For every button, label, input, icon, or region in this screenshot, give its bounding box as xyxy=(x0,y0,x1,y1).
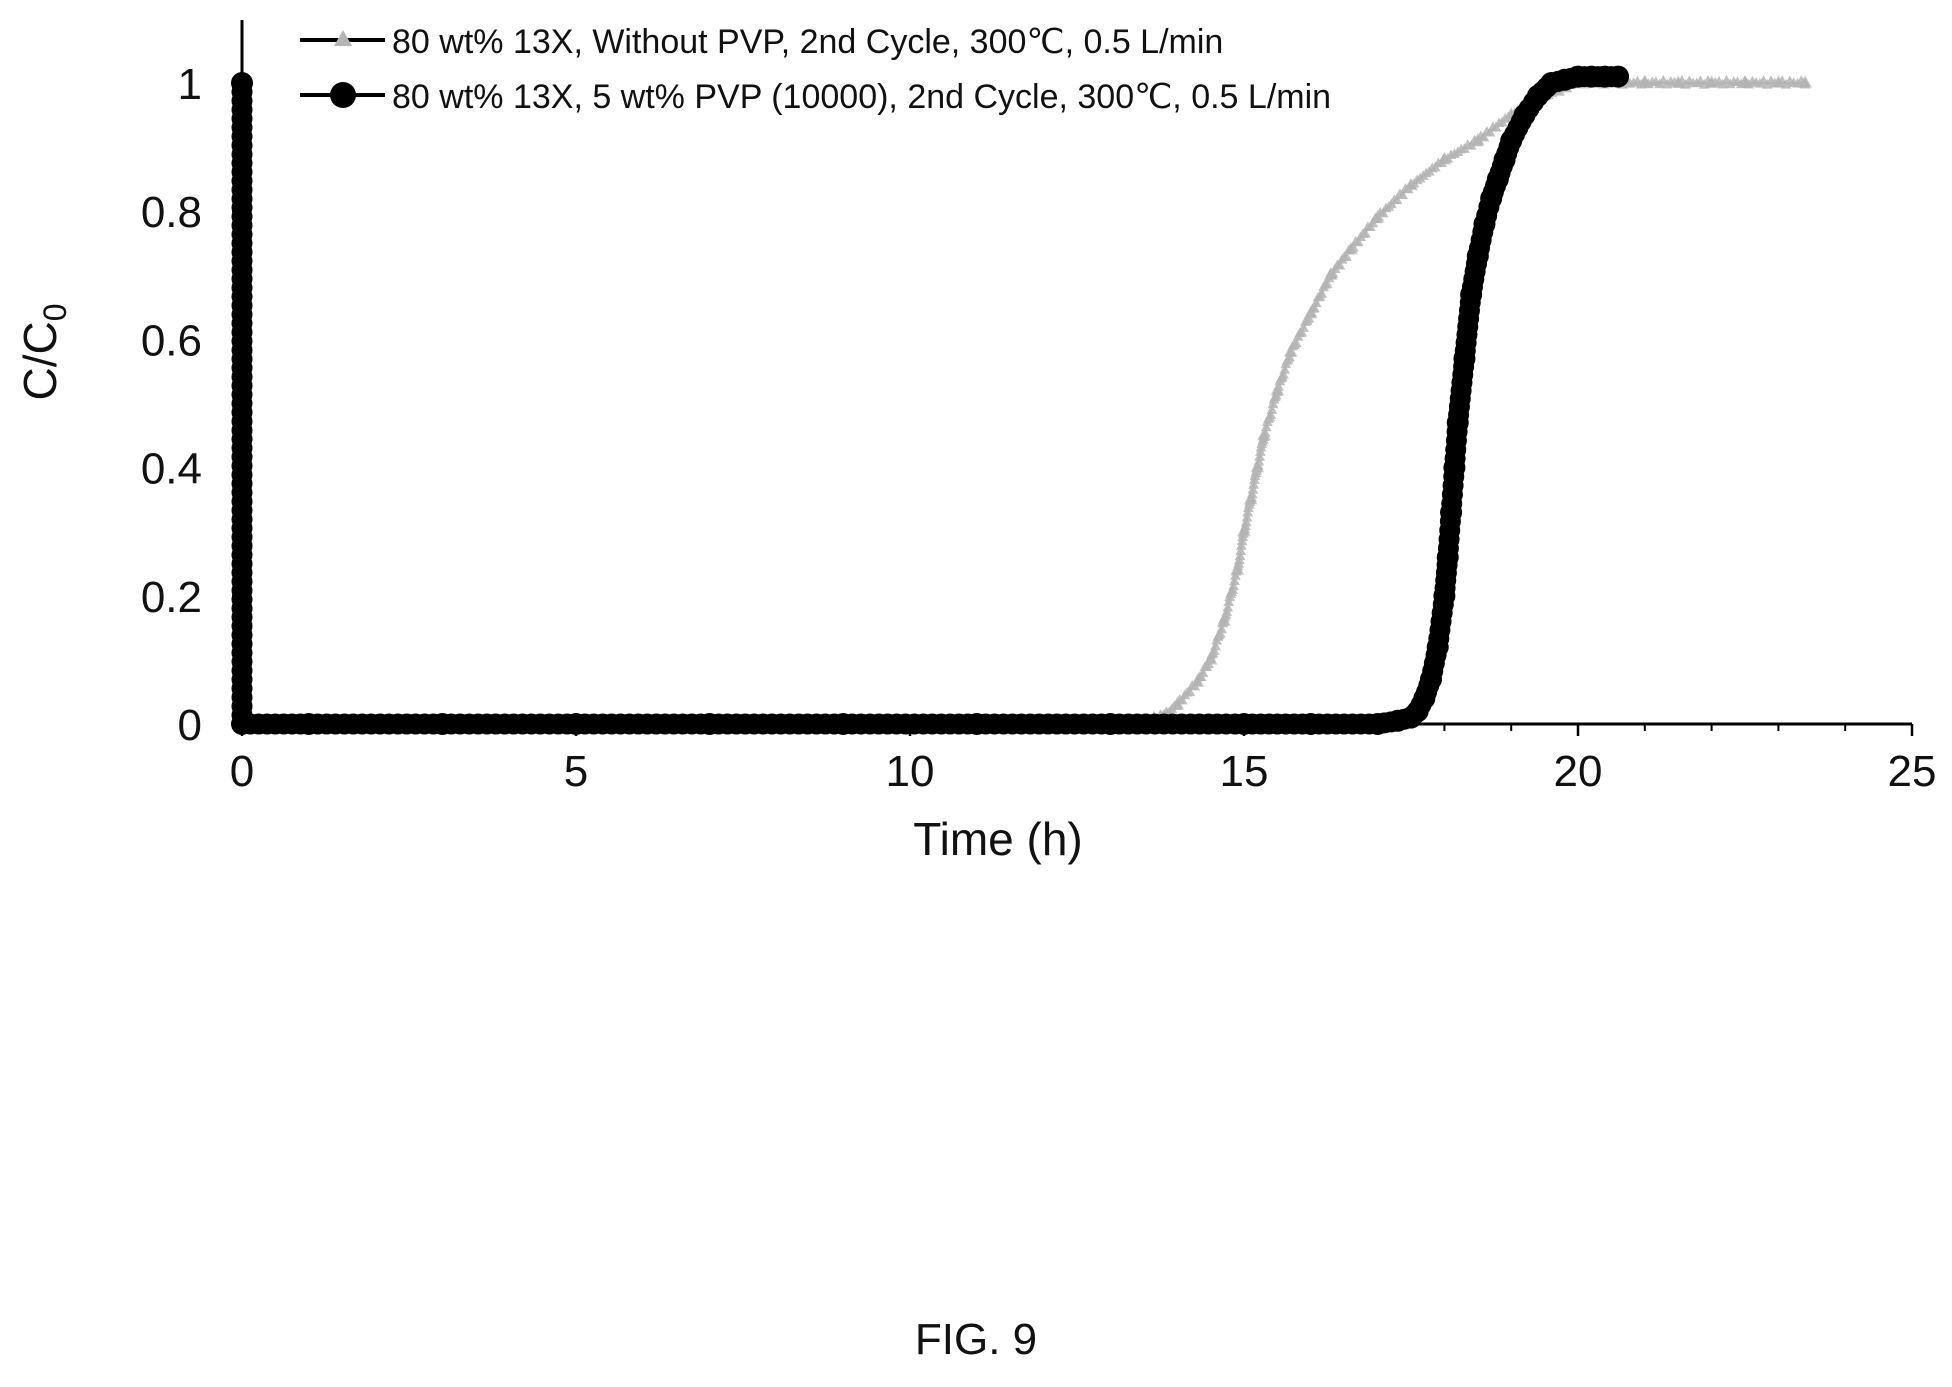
data-marker xyxy=(1391,194,1403,205)
legend-marker-circle xyxy=(330,82,356,108)
y-tick-label: 0.8 xyxy=(141,188,202,237)
x-tick-label: 10 xyxy=(886,747,935,796)
data-marker xyxy=(1235,545,1247,556)
data-marker xyxy=(1341,251,1352,261)
data-marker xyxy=(1377,207,1389,218)
y-axis-title-subscript: 0 xyxy=(37,303,73,321)
x-axis-title: Time (h) xyxy=(913,813,1083,865)
data-marker xyxy=(1241,511,1253,522)
x-tick-label: 25 xyxy=(1888,747,1937,796)
data-marker xyxy=(1303,313,1315,323)
data-marker xyxy=(1316,288,1328,298)
data-marker xyxy=(1203,658,1215,669)
data-marker xyxy=(1290,337,1302,348)
y-tick-label: 0.2 xyxy=(141,573,202,622)
data-marker xyxy=(1248,479,1260,489)
data-marker xyxy=(1222,601,1234,612)
data-marker xyxy=(1347,242,1359,252)
data-marker xyxy=(1184,686,1196,696)
data-marker xyxy=(1278,369,1289,379)
data-marker xyxy=(1484,126,1496,137)
data-marker xyxy=(1254,451,1265,461)
x-tick-label: 20 xyxy=(1554,747,1603,796)
legend-item-2: 80 wt% 13X, 5 wt% PVP (10000), 2nd Cycle… xyxy=(300,78,1331,116)
y-axis-title: C/C0 xyxy=(14,303,73,400)
data-marker xyxy=(1472,136,1484,147)
data-marker xyxy=(1478,131,1490,142)
data-marker xyxy=(1352,236,1364,247)
y-axis-title-main: C/C xyxy=(14,321,66,400)
data-marker xyxy=(1334,259,1346,270)
x-tick-label: 0 xyxy=(230,747,254,796)
x-tick-label: 5 xyxy=(564,747,588,796)
data-marker xyxy=(1285,347,1297,357)
data-marker xyxy=(1229,575,1240,586)
y-tick-label: 1 xyxy=(178,60,202,109)
data-marker xyxy=(1310,297,1322,307)
data-marker xyxy=(1397,189,1409,200)
data-marker xyxy=(1223,596,1235,607)
data-marker xyxy=(1799,78,1811,89)
legend-label: 80 wt% 13X, Without PVP, 2nd Cycle, 300℃… xyxy=(392,23,1223,61)
data-marker xyxy=(1266,404,1278,414)
legend-marker-triangle xyxy=(334,30,352,46)
y-tick-label: 0 xyxy=(178,701,202,750)
data-marker xyxy=(1309,302,1320,313)
data-marker xyxy=(1234,550,1246,560)
series-line xyxy=(242,82,1806,725)
data-marker xyxy=(1259,427,1271,437)
data-marker xyxy=(1607,66,1629,88)
data-marker xyxy=(1321,278,1333,288)
legend: 80 wt% 13X, Without PVP, 2nd Cycle, 300℃… xyxy=(300,23,1331,116)
series-1 xyxy=(234,74,1813,730)
data-marker xyxy=(1260,421,1272,432)
data-marker xyxy=(1208,645,1220,656)
series-line xyxy=(240,75,1619,726)
y-tick-label: 0.4 xyxy=(141,445,202,494)
data-marker xyxy=(1189,680,1201,691)
y-tick-label: 0.6 xyxy=(141,316,202,365)
data-marker xyxy=(1235,540,1247,550)
data-marker xyxy=(1228,580,1239,591)
figure-caption: FIG. 9 xyxy=(914,1315,1038,1364)
legend-label: 80 wt% 13X, 5 wt% PVP (10000), 2nd Cycle… xyxy=(392,78,1331,116)
data-marker xyxy=(1298,322,1309,332)
data-marker xyxy=(1176,694,1188,705)
data-marker xyxy=(1210,640,1221,651)
data-marker xyxy=(1435,157,1447,168)
data-marker xyxy=(1402,183,1414,194)
data-marker xyxy=(1272,386,1283,397)
plot-area xyxy=(231,65,1813,735)
data-marker xyxy=(1465,140,1477,150)
data-marker xyxy=(1247,484,1259,494)
data-marker xyxy=(1279,364,1291,374)
data-marker xyxy=(1372,213,1383,224)
series-2 xyxy=(231,65,1630,735)
data-marker xyxy=(1360,227,1371,238)
data-marker xyxy=(1197,667,1209,677)
x-tick-label: 15 xyxy=(1220,747,1269,796)
data-marker xyxy=(1171,700,1183,710)
legend-item-1: 80 wt% 13X, Without PVP, 2nd Cycle, 300℃… xyxy=(300,23,1223,61)
data-marker xyxy=(1216,623,1227,634)
data-marker xyxy=(1273,381,1285,391)
